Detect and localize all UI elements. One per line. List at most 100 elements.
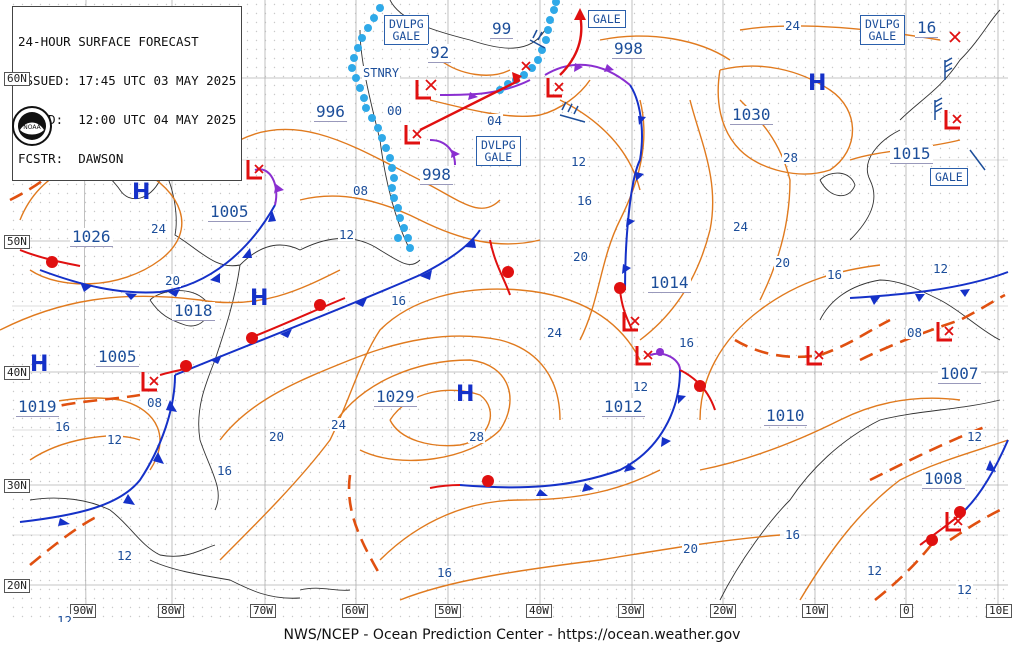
pressure-1005-north: 1005 bbox=[208, 202, 251, 222]
warning-line: GALE bbox=[484, 150, 513, 164]
lon-label-30w: 30W bbox=[618, 604, 644, 618]
logo-text: NOAA bbox=[23, 124, 41, 131]
isobar-label: 16 bbox=[390, 293, 408, 308]
isobar-label: 16 bbox=[826, 267, 844, 282]
lat-label-40n: 40N bbox=[4, 366, 30, 380]
isobar-label: 12 bbox=[966, 429, 984, 444]
pressure-1019: 1019 bbox=[16, 397, 59, 417]
isobar-label: 24 bbox=[150, 221, 168, 236]
low-x-marks bbox=[149, 31, 963, 526]
lon-label-10w: 10W bbox=[802, 604, 828, 618]
lon-label-40w: 40W bbox=[526, 604, 552, 618]
warm-front-bumps bbox=[46, 256, 966, 546]
header-forecaster: FCSTR: DAWSON bbox=[18, 151, 124, 166]
pressure-1014: 1014 bbox=[648, 273, 691, 293]
warning-gale-1: GALE bbox=[588, 10, 626, 28]
stationary-front bbox=[348, 0, 560, 252]
isobar-label: 16 bbox=[216, 463, 234, 478]
lat-lon-grid bbox=[12, 0, 1008, 611]
header-issued: ISSUED: 17:45 UTC 03 MAY 2025 bbox=[18, 73, 237, 88]
lat-label-20n: 20N bbox=[4, 579, 30, 593]
isobar-label: 12 bbox=[956, 582, 974, 597]
isobar-label: 20 bbox=[572, 249, 590, 264]
pressure-1012: 1012 bbox=[602, 397, 645, 417]
isobar-label: 24 bbox=[546, 325, 564, 340]
warning-line: GALE bbox=[868, 29, 897, 43]
low-symbols bbox=[141, 78, 961, 532]
lon-label-10e: 10E bbox=[986, 604, 1012, 618]
isobar-label: 16 bbox=[784, 527, 802, 542]
wind-barbs bbox=[529, 29, 986, 171]
high-center-5: H bbox=[808, 71, 827, 96]
high-center-1: H bbox=[132, 180, 151, 205]
lat-label-60n: 60N bbox=[4, 72, 30, 86]
pressure-1029: 1029 bbox=[374, 387, 417, 407]
warning-gale-2: GALE bbox=[930, 168, 968, 186]
cold-fronts bbox=[19, 84, 1009, 523]
occluded-marks bbox=[274, 63, 664, 356]
pressure-998-east: 998 bbox=[612, 39, 645, 59]
isobar-label: 12 bbox=[632, 379, 650, 394]
lat-label-30n: 30N bbox=[4, 479, 30, 493]
warning-line: DVLPG bbox=[481, 138, 516, 152]
isobar-label: 12 bbox=[338, 227, 356, 242]
isobar-label: 20 bbox=[682, 541, 700, 556]
warning-dvlpg-gale-1: DVLPG GALE bbox=[384, 15, 429, 45]
isobar-label: 00 bbox=[386, 103, 404, 118]
pressure-16-ne: 16 bbox=[915, 18, 939, 38]
isobar-label: 12 bbox=[570, 154, 588, 169]
lon-label-60w: 60W bbox=[342, 604, 368, 618]
pressure-1007: 1007 bbox=[938, 364, 981, 384]
pressure-99: 99 bbox=[490, 19, 514, 39]
cold-front-triangles bbox=[58, 116, 996, 526]
isobar-label: 16 bbox=[678, 335, 696, 350]
isobar-label: 20 bbox=[164, 273, 182, 288]
lon-label-70w: 70W bbox=[250, 604, 276, 618]
isobar-label: 08 bbox=[146, 395, 164, 410]
isobar-label: 12 bbox=[932, 261, 950, 276]
isobar-label: 28 bbox=[782, 150, 800, 165]
isobar-label: 08 bbox=[352, 183, 370, 198]
warning-line: DVLPG bbox=[389, 17, 424, 31]
low-track-arrows bbox=[419, 14, 583, 132]
high-center-4: H bbox=[456, 382, 475, 407]
isobar-label: 12 bbox=[116, 548, 134, 563]
pressure-1010: 1010 bbox=[764, 406, 807, 426]
lat-label-50n: 50N bbox=[4, 235, 30, 249]
lon-label-80w: 80W bbox=[158, 604, 184, 618]
pressure-998-west: 998 bbox=[420, 165, 453, 185]
warning-dvlpg-gale-3: DVLPG GALE bbox=[860, 15, 905, 45]
pressure-1008: 1008 bbox=[922, 469, 965, 489]
isobar-label: 20 bbox=[774, 255, 792, 270]
stationary-label: STNRY bbox=[362, 66, 401, 80]
warning-dvlpg-gale-2: DVLPG GALE bbox=[476, 136, 521, 166]
pressure-92: 92 bbox=[428, 43, 452, 63]
isobar-label: 20 bbox=[268, 429, 286, 444]
warning-line: GALE bbox=[392, 29, 421, 43]
pressure-996: 996 bbox=[314, 102, 347, 122]
footer-credit: NWS/NCEP - Ocean Prediction Center - htt… bbox=[0, 622, 1024, 652]
isobar-label: 24 bbox=[330, 417, 348, 432]
pressure-1018: 1018 bbox=[172, 301, 215, 321]
lon-label-20w: 20W bbox=[710, 604, 736, 618]
pressure-1005-south: 1005 bbox=[96, 347, 139, 367]
high-center-2: H bbox=[250, 286, 269, 311]
lon-label-0: 0 bbox=[900, 604, 913, 618]
isobar-label: 28 bbox=[468, 429, 486, 444]
pressure-1026: 1026 bbox=[70, 227, 113, 247]
isobar-label: 16 bbox=[576, 193, 594, 208]
noaa-logo: NOAA bbox=[12, 106, 52, 146]
pressure-1015: 1015 bbox=[890, 144, 933, 164]
isobar-label: 24 bbox=[732, 219, 750, 234]
isobar-label: 16 bbox=[54, 419, 72, 434]
isobar-label: 04 bbox=[486, 113, 504, 128]
isobar-label: 16 bbox=[436, 565, 454, 580]
high-center-3: H bbox=[30, 352, 49, 377]
isobar-label: 08 bbox=[906, 325, 924, 340]
lon-label-50w: 50W bbox=[435, 604, 461, 618]
lon-label-90w: 90W bbox=[70, 604, 96, 618]
isobar-label: 12 bbox=[106, 432, 124, 447]
pressure-1030: 1030 bbox=[730, 105, 773, 125]
header-title: 24-HOUR SURFACE FORECAST bbox=[18, 34, 199, 49]
forecast-header: 24-HOUR SURFACE FORECAST ISSUED: 17:45 U… bbox=[12, 6, 243, 181]
